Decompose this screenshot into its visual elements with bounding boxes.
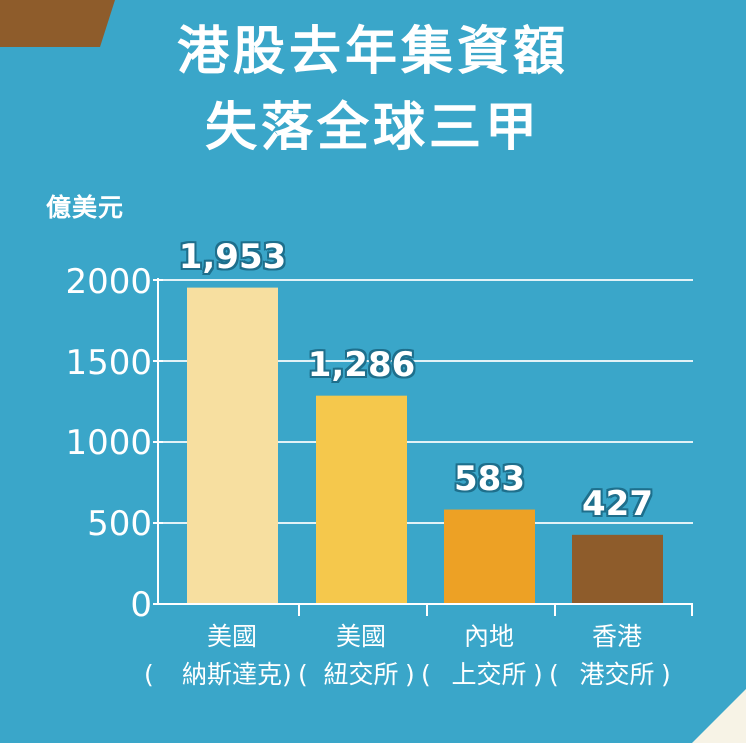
paren-open-nyse: ( xyxy=(298,660,308,689)
paren-open-sse: ( xyxy=(421,660,431,689)
corner-bottom-right xyxy=(692,689,746,743)
y-tick-0: 0 xyxy=(130,585,152,625)
bar-sse xyxy=(444,509,535,604)
bar-nyse xyxy=(316,395,407,604)
x-label-sse-line2: 上交所 xyxy=(451,660,527,689)
paren-close-hkex: ) xyxy=(661,660,671,689)
paren-close-sse: ) xyxy=(533,660,543,689)
unit-label-box xyxy=(0,0,115,47)
x-label-sse: 內地 上交所 xyxy=(414,618,564,694)
paren-open-hkex: ( xyxy=(549,660,559,689)
data-label-nasdaq: 1,953 xyxy=(178,236,287,277)
y-tick-500: 500 xyxy=(87,504,152,544)
x-label-sse-line1: 內地 xyxy=(463,622,514,651)
x-label-nyse-line1: 美國 xyxy=(335,622,386,651)
y-tick-1500: 1500 xyxy=(65,343,152,383)
x-label-hkex-line1: 香港 xyxy=(591,622,642,651)
paren-close-nyse: ) xyxy=(405,660,415,689)
bar-hkex xyxy=(572,534,663,604)
paren-open-nasdaq: ( xyxy=(144,660,154,689)
data-label-sse: 583 xyxy=(454,458,525,499)
data-label-nyse: 1,286 xyxy=(307,344,416,385)
y-tick-2000: 2000 xyxy=(65,262,152,302)
x-label-hkex: 香港 港交所 xyxy=(542,618,692,694)
title-line-2: 失落全球三甲 xyxy=(204,98,541,158)
x-label-nyse-line2: 紐交所 xyxy=(323,660,399,689)
y-axis-unit-label: 億美元 xyxy=(46,193,125,222)
paren-close-nasdaq: ) xyxy=(282,660,292,689)
x-label-nasdaq-line2: 納斯達克 xyxy=(181,660,282,689)
x-label-nyse: 美國 紐交所 xyxy=(286,618,436,694)
x-label-hkex-line2: 港交所 xyxy=(579,660,655,689)
x-label-nasdaq: 美國 納斯達克 xyxy=(157,618,307,694)
bar-nasdaq xyxy=(187,287,278,604)
data-label-hkex: 427 xyxy=(582,483,653,524)
y-tick-1000: 1000 xyxy=(65,423,152,463)
x-label-nasdaq-line1: 美國 xyxy=(206,622,257,651)
title-line-1: 港股去年集資額 xyxy=(176,22,569,82)
